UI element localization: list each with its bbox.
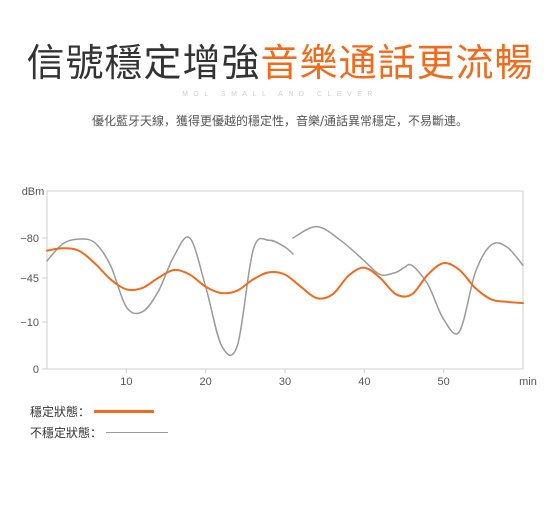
legend-unstable-swatch (106, 432, 169, 433)
description: 優化藍牙天線，獲得更優越的穩定性，音樂/通話異常穩定，不易斷連。 (91, 114, 469, 128)
x-tick-label: 30 (279, 376, 291, 388)
signal-chart: dBm −80 −45 −10 0 10 20 30 40 50 min (20, 186, 537, 388)
y-tick-label: −45 (20, 273, 39, 285)
legend-stable: 穩定狀態： (30, 403, 155, 420)
headline-part-signal: 信號穩定增強 (26, 41, 261, 85)
series-stable-line (46, 247, 524, 305)
legend-unstable: 不穩定狀態： (30, 424, 169, 441)
legend-stable-swatch (94, 410, 155, 413)
headline: 信號穩定增強音樂通話更流暢 (0, 40, 560, 86)
y-tick-label: −80 (20, 233, 39, 245)
series-unstable-line-2 (292, 225, 524, 335)
legend-stable-label: 穩定狀態： (30, 405, 91, 419)
headline-part-music: 音樂通話更流暢 (260, 41, 534, 85)
x-tick-label: 10 (120, 376, 132, 388)
x-tick-label: 20 (200, 376, 212, 388)
legend-unstable-label: 不穩定狀態： (30, 426, 103, 440)
x-tick-label: 40 (358, 376, 370, 388)
y-axis-label: dBm (22, 186, 45, 198)
x-tick-label: 50 (438, 376, 450, 388)
plot-frame (46, 190, 524, 370)
y-tick-label: 0 (33, 364, 39, 376)
tagline: MOL SMALL AND CLEVER (182, 91, 378, 98)
y-tick-label: −10 (20, 317, 39, 329)
x-axis-label: min (519, 376, 537, 388)
series-unstable-line-1 (46, 236, 294, 356)
